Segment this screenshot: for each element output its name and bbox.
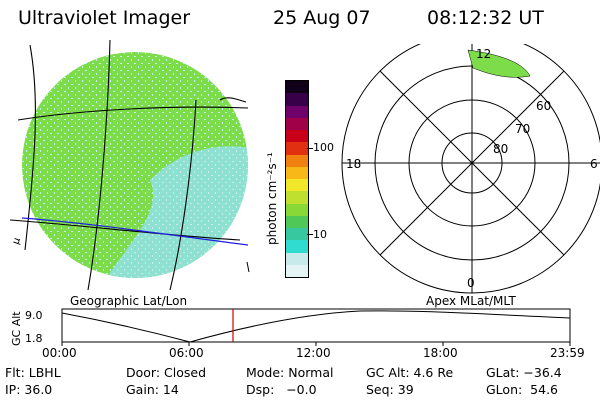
globe-disk [22, 52, 248, 278]
mode-status: Mode: Normal [246, 365, 334, 380]
mlt-12-label: 12 [476, 47, 491, 61]
mlt-18-label: 18 [346, 157, 361, 171]
y-axis-label: GC Alt [10, 311, 23, 346]
colorbar-swatch [286, 117, 308, 130]
colorbar-swatch [286, 203, 308, 216]
terminator-line [21, 217, 249, 246]
colorbar-swatch [286, 252, 308, 265]
colorbar-swatch [286, 166, 308, 179]
colorbar-swatch [286, 240, 308, 253]
gain-status: Gain: 14 [126, 382, 179, 397]
mlat-80-label: 80 [493, 142, 508, 156]
colorbar-tick-10: 10 [313, 228, 327, 241]
colorbar-swatch [286, 191, 308, 204]
auroral-oval [467, 49, 531, 78]
colorbar-swatch [286, 179, 308, 192]
gc-alt-status: GC Alt: 4.6 Re [366, 365, 454, 380]
polar-mlt-plot: 12 18 6 0 60 70 80 [341, 44, 600, 294]
colorbar-swatch [286, 154, 308, 167]
altitude-timeline-plot: 9.0 1.8 GC Alt [10, 308, 571, 346]
colorbar-swatch [286, 228, 308, 241]
colorbar-swatch [286, 130, 308, 143]
x-tick-3: 18:00 [423, 346, 458, 360]
x-tick-1: 06:00 [169, 346, 204, 360]
globe-side-label: μ [10, 236, 23, 246]
y-top-label: 9.0 [25, 309, 43, 322]
colorbar-swatch [286, 215, 308, 228]
filter-status: Flt: LBHL [5, 365, 61, 380]
instrument-title: Ultraviolet Imager [18, 7, 191, 29]
mlat-70-label: 70 [515, 122, 530, 136]
geographic-label: Geographic Lat/Lon [70, 294, 188, 308]
svg-text:photon cm⁻²s⁻¹: photon cm⁻²s⁻¹ [265, 152, 279, 245]
colorbar-swatch [286, 105, 308, 118]
mlat-60-label: 60 [536, 99, 551, 113]
door-status: Door: Closed [126, 365, 207, 380]
dsp-status: Dsp: −0.0 [246, 382, 317, 397]
y-bottom-label: 1.8 [25, 332, 43, 345]
altitude-curve [61, 310, 571, 343]
colorbar-swatch [286, 264, 308, 277]
colorbar-tick-100: 100 [313, 141, 334, 154]
ip-status: IP: 36.0 [5, 382, 53, 397]
colorbar-swatch [286, 81, 308, 94]
glat-status: GLat: −36.4 [486, 365, 562, 380]
x-tick-0: 00:00 [42, 346, 77, 360]
mlt-0-label: 0 [467, 276, 475, 290]
mlt-6-label: 6 [590, 157, 598, 171]
seq-status: Seq: 39 [366, 382, 414, 397]
colorbar-swatch [286, 93, 308, 106]
auroral-globe-image: μ [9, 40, 250, 290]
x-tick-2: 12:00 [296, 346, 331, 360]
time-label: 08:12:32 UT [427, 7, 544, 29]
date-label: 25 Aug 07 [273, 7, 371, 29]
colorbar-swatch [286, 142, 308, 155]
apex-label: Apex MLat/MLT [426, 294, 516, 308]
glon-status: GLon: 54.6 [486, 382, 558, 397]
x-tick-4: 23:59 [550, 346, 585, 360]
color-scale-bar [285, 80, 309, 278]
colorbar-unit-label: photon cm⁻²s⁻¹ [265, 152, 279, 245]
